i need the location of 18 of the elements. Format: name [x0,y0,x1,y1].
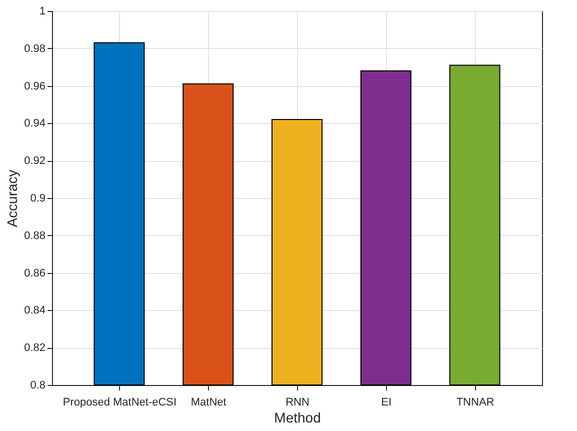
y-tick-label: 0.9 [30,192,46,204]
x-axis-title: Method [274,410,321,426]
y-tick-label: 1 [39,6,46,18]
y-tick-label: 0.96 [24,80,46,92]
x-tick-label: MatNet [190,396,226,408]
x-tick-label: RNN [286,396,310,408]
y-axis-title: Accuracy [4,170,20,228]
y-tick-label: 0.84 [24,304,46,317]
y-tick-label: 0.88 [24,230,46,242]
x-tick-label: Proposed MatNet-eCSI [62,396,177,408]
y-tick-label: 0.8 [30,380,46,392]
x-tick-label: EI [381,396,392,408]
x-tick-label: TNNAR [456,396,494,408]
y-tick-label: 0.92 [24,155,46,168]
y-tick-label: 0.86 [24,267,46,280]
y-tick-label: 0.94 [24,118,46,130]
y-tick-label: 0.82 [24,342,46,354]
y-tick-label: 0.98 [24,42,46,55]
